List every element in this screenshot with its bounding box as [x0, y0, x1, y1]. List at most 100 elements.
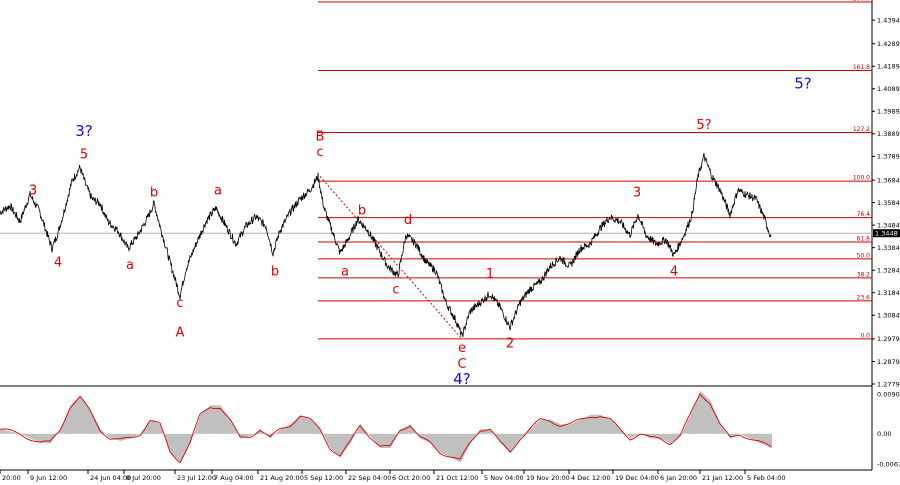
oscillator-bar — [580, 419, 581, 434]
oscillator-bar — [602, 415, 603, 434]
oscillator-bar — [510, 433, 511, 453]
oscillator-bar — [298, 416, 299, 434]
oscillator-bar — [182, 433, 183, 459]
oscillator-bar — [230, 419, 231, 434]
oscillator-bar — [502, 433, 503, 446]
time-tick-label: 20:00 — [2, 474, 21, 482]
oscillator-bar — [657, 433, 658, 439]
oscillator-bar — [185, 433, 186, 453]
oscillator-bar — [103, 431, 104, 434]
oscillator-bar — [133, 433, 134, 438]
fib-level-label: 200.0 — [853, 0, 870, 3]
oscillator-pane — [0, 391, 772, 464]
oscillator-bar — [423, 433, 424, 440]
oscillator-bar — [594, 414, 595, 434]
oscillator-bar — [586, 416, 587, 434]
oscillator-bar — [220, 405, 221, 434]
oscillator-bar — [9, 431, 10, 434]
oscillator-bar — [428, 433, 429, 443]
oscillator-bar — [486, 429, 487, 434]
oscillator-bar — [702, 392, 703, 434]
oscillator-bar — [240, 433, 241, 439]
oscillator-bar — [470, 433, 471, 444]
oscillator-bar — [302, 415, 303, 434]
oscillator-bar — [446, 433, 447, 456]
oscillator-bar — [354, 433, 355, 436]
oscillator-bar — [161, 427, 162, 434]
oscillator-bar — [472, 433, 473, 441]
oscillator-bar — [666, 433, 667, 442]
oscillator-bar — [483, 429, 484, 434]
oscillator-bar — [399, 430, 400, 434]
oscillator-bar — [616, 425, 617, 434]
oscillator-bar — [523, 433, 524, 436]
oscillator-bar — [116, 433, 117, 440]
oscillator-bar — [102, 430, 103, 434]
oscillator-bar — [468, 433, 469, 448]
oscillator-bar — [704, 394, 705, 434]
oscillator-bar — [126, 433, 127, 440]
oscillator-bar — [337, 433, 338, 455]
oscillator-bar — [607, 418, 608, 434]
oscillator-bar — [269, 433, 270, 438]
oscillator-bar — [94, 417, 95, 434]
oscillator-bar — [630, 433, 631, 439]
oscillator-bar — [633, 433, 634, 438]
oscillator-bar — [690, 414, 691, 434]
oscillator-bar — [578, 420, 579, 434]
oscillator-bar — [134, 433, 135, 437]
oscillator-bar — [158, 423, 159, 434]
oscillator-bar — [75, 400, 76, 434]
oscillator-bar — [743, 433, 744, 436]
oscillator-bar — [636, 433, 637, 436]
oscillator-bar — [215, 405, 216, 434]
oscillator-bar — [558, 423, 559, 434]
wave-label: 4 — [54, 256, 62, 271]
oscillator-bar — [259, 429, 260, 434]
oscillator-bar — [11, 431, 12, 434]
oscillator-bar — [167, 433, 168, 445]
oscillator-bar — [750, 433, 751, 439]
oscillator-bar — [221, 406, 222, 434]
oscillator-bar — [246, 433, 247, 438]
oscillator-bar — [746, 433, 747, 437]
oscillator-bar — [16, 432, 17, 434]
oscillator-bar — [733, 433, 734, 438]
oscillator-bar — [120, 433, 121, 441]
oscillator-bar — [519, 433, 520, 440]
oscillator-bar — [252, 433, 253, 435]
oscillator-bar — [189, 433, 190, 446]
oscillator-bar — [174, 433, 175, 457]
oscillator-bar — [347, 433, 348, 448]
oscillator-bar — [62, 424, 63, 434]
oscillator-bar — [465, 433, 466, 453]
oscillator-bar — [718, 419, 719, 434]
oscillator-bar — [211, 405, 212, 434]
oscillator-bar — [719, 421, 720, 434]
oscillator-bar — [322, 432, 323, 434]
oscillator-bar — [574, 422, 575, 434]
oscillator-bar — [193, 433, 194, 435]
oscillator-bar — [93, 415, 94, 434]
oscillator-bar — [124, 433, 125, 440]
oscillator-bar — [66, 414, 67, 434]
oscillator-bar — [736, 433, 737, 436]
wave-label: 5? — [794, 75, 812, 93]
oscillator-bar — [407, 425, 408, 434]
oscillator-bar — [284, 427, 285, 434]
price-tick-label: 1.3484 — [877, 221, 900, 229]
oscillator-bar — [424, 433, 425, 441]
oscillator-bar — [150, 419, 151, 434]
oscillator-bar — [556, 422, 557, 434]
oscillator-bar — [177, 433, 178, 460]
oscillator-bar — [532, 427, 533, 434]
oscillator-bar — [200, 414, 201, 434]
oscillator-bar — [104, 432, 105, 434]
oscillator-bar — [521, 433, 522, 438]
oscillator-bar — [497, 433, 498, 440]
oscillator-bar — [724, 429, 725, 434]
oscillator-bar — [166, 433, 167, 442]
oscillator-bar — [507, 433, 508, 450]
oscillator-bar — [313, 422, 314, 434]
oscillator-bar — [545, 419, 546, 434]
